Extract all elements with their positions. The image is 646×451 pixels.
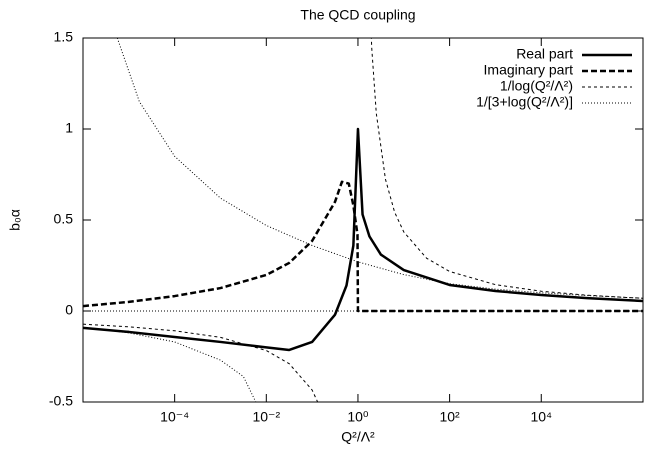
y-tick-label: 0: [65, 302, 73, 318]
series-line: [83, 38, 643, 402]
y-tick-label: 0.5: [54, 211, 74, 227]
x-axis-label: Q²/Λ²: [341, 429, 375, 445]
legend-label: 1/[3+log(Q²/Λ²)]: [476, 94, 573, 110]
x-tick-label: 10²: [439, 409, 460, 425]
chart-title: The QCD coupling: [300, 7, 415, 23]
series-line: [83, 38, 643, 402]
y-tick-label: 1: [65, 120, 73, 136]
x-tick-label: 10⁰: [347, 409, 369, 425]
x-tick-label: 10⁴: [530, 409, 552, 425]
legend-label: 1/log(Q²/Λ²): [500, 78, 573, 94]
y-tick-label: -0.5: [49, 393, 73, 409]
x-tick-label: 10⁻²: [252, 409, 280, 425]
series-line: [83, 127, 643, 352]
series-line: [83, 180, 643, 313]
y-axis-label: b₀α: [7, 209, 23, 231]
legend-label: Real part: [516, 46, 573, 62]
x-tick-label: 10⁻⁴: [160, 409, 189, 425]
y-tick-label: 1.5: [54, 29, 74, 45]
plot-area: [83, 38, 643, 402]
legend-label: Imaginary part: [484, 62, 574, 78]
